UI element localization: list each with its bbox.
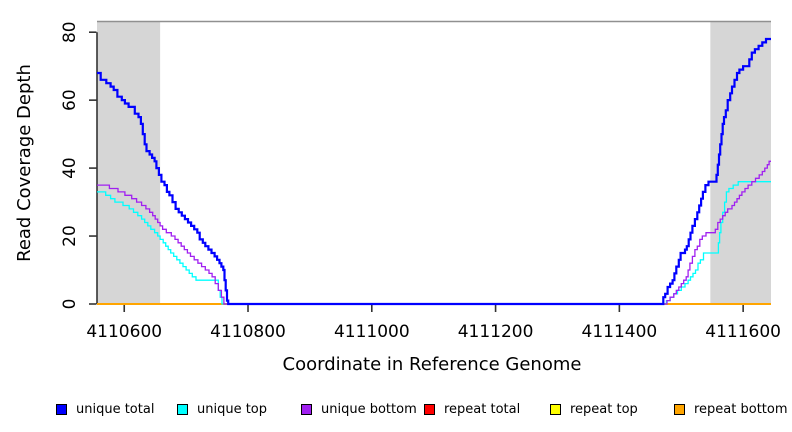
legend-swatch-unique-total <box>56 404 67 415</box>
legend-swatch-repeat-top <box>550 404 561 415</box>
legend-swatch-unique-bottom <box>301 404 312 415</box>
x-tick-label: 4111200 <box>458 322 534 342</box>
x-tick-label: 4111400 <box>582 322 658 342</box>
y-axis-title: Read Coverage Depth <box>14 64 35 262</box>
shaded-region <box>97 22 161 304</box>
legend-label: repeat total <box>444 402 521 417</box>
y-tick-label: 0 <box>60 299 80 310</box>
axes: 0 20 40 60 80 4110600 4110800 4111000 4111200 411… <box>60 20 781 342</box>
y-tick-label: 60 <box>60 89 80 111</box>
legend-swatch-repeat-total <box>424 404 435 415</box>
data-series <box>97 37 771 306</box>
x-tick-label: 4111600 <box>705 322 781 342</box>
legend-item-unique-total: unique total <box>56 402 154 417</box>
x-axis-title: Coordinate in Reference Genome <box>283 354 582 375</box>
legend-item-unique-top: unique top <box>177 402 267 417</box>
x-tick-label: 4110800 <box>210 322 286 342</box>
legend-item-repeat-total: repeat total <box>424 402 520 417</box>
legend-label: repeat top <box>570 402 638 417</box>
legend-label: repeat bottom <box>694 402 788 417</box>
legend-item-repeat-top: repeat top <box>550 402 638 417</box>
x-tick-label: 4111000 <box>334 322 410 342</box>
legend-label: unique top <box>197 402 268 417</box>
legend-swatch-repeat-bottom <box>674 404 685 415</box>
x-tick-label: 4110600 <box>86 322 162 342</box>
y-tick-label: 40 <box>60 157 80 179</box>
legend-item-repeat-bottom: repeat bottom <box>674 402 788 417</box>
legend-label: unique total <box>76 402 155 417</box>
y-tick-label: 80 <box>60 21 80 43</box>
legend-label: unique bottom <box>321 402 417 417</box>
y-tick-label: 20 <box>60 225 80 247</box>
legend-swatch-unique-top <box>177 404 188 415</box>
series-unique-bottom <box>97 160 771 305</box>
series-unique-total <box>97 37 771 306</box>
legend-item-unique-bottom: unique bottom <box>301 402 417 417</box>
